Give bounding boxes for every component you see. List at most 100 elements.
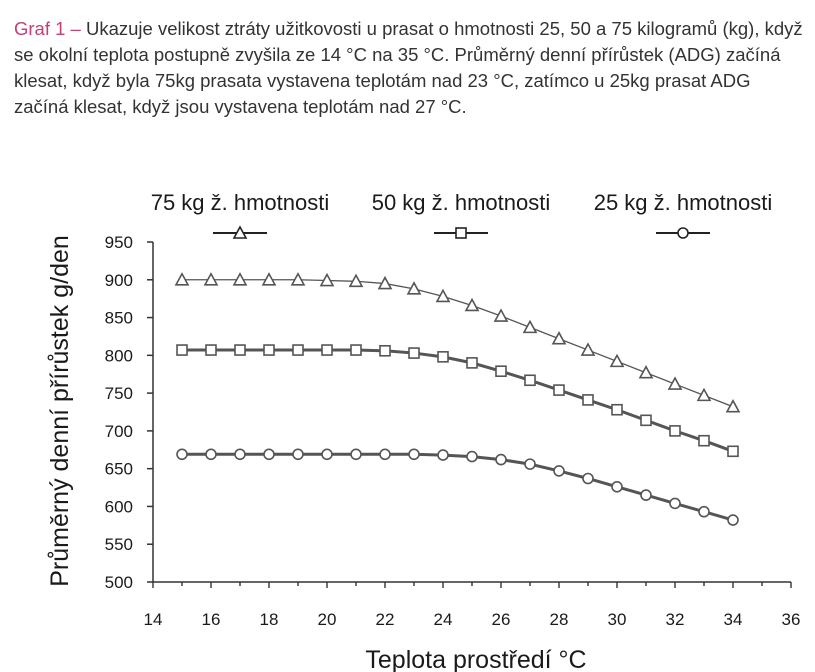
figure-caption-text: Ukazuje velikost ztráty užitkovosti u pr…	[14, 18, 803, 117]
series-line	[182, 279, 734, 408]
y-tick-label: 600	[105, 497, 133, 516]
data-point-square	[321, 344, 333, 356]
legend-marker-square	[455, 227, 467, 239]
series-circle	[176, 448, 739, 526]
data-point-square	[205, 344, 217, 356]
data-point-circle	[205, 448, 217, 461]
y-tick-label: 850	[105, 309, 133, 328]
series-triangle	[174, 272, 741, 413]
data-point-square	[176, 344, 188, 356]
data-point-triangle	[696, 387, 712, 402]
x-tick-label: 22	[376, 610, 395, 629]
x-tick-label: 18	[260, 610, 279, 629]
figure-caption-lead: Graf 1 –	[14, 18, 81, 39]
series-line	[182, 452, 734, 522]
data-point-circle	[263, 448, 275, 461]
data-point-circle	[292, 448, 304, 461]
data-point-circle	[379, 448, 391, 461]
x-tick-label: 20	[318, 610, 337, 629]
data-point-square	[611, 403, 623, 416]
data-point-square	[466, 357, 478, 369]
y-tick-label: 650	[105, 460, 133, 479]
series-line	[182, 348, 734, 453]
data-point-triangle	[725, 399, 741, 413]
y-tick-label: 900	[105, 271, 133, 290]
data-point-triangle	[319, 272, 335, 287]
x-tick-label: 24	[434, 610, 453, 629]
data-point-square	[727, 445, 739, 458]
x-axis-ticks: 14 16 18 20 22 24 26 28 30 32 34 36	[144, 582, 800, 629]
data-point-circle	[727, 514, 739, 526]
data-point-square	[234, 344, 246, 356]
data-point-triangle	[203, 272, 219, 286]
chart-axes: 500 550 600 650 700 750 800 850 900 950 14 16 18 20 2…	[105, 233, 801, 629]
figure-caption: Graf 1 – Ukazuje velikost ztráty užitkov…	[14, 16, 804, 120]
y-tick-label: 800	[105, 346, 133, 365]
data-point-triangle	[290, 272, 306, 286]
data-point-triangle	[493, 308, 509, 322]
data-point-circle	[437, 449, 449, 461]
x-axis-label: Teplota prostředí °C	[365, 646, 586, 672]
data-point-triangle	[580, 342, 596, 356]
x-tick-label: 32	[666, 610, 685, 629]
x-tick-label: 26	[492, 610, 511, 629]
data-point-circle	[611, 480, 623, 493]
data-point-circle	[582, 472, 594, 485]
x-tick-label: 30	[608, 610, 627, 629]
legend-label: 25 kg ž. hmotnosti	[594, 190, 773, 215]
data-point-triangle	[464, 297, 480, 312]
y-tick-label: 950	[105, 233, 133, 252]
y-tick-label: 500	[105, 573, 133, 592]
data-point-square	[292, 344, 304, 356]
data-point-triangle	[406, 281, 422, 295]
x-tick-label: 34	[724, 610, 743, 629]
data-point-square	[437, 351, 449, 363]
data-point-square	[495, 365, 507, 378]
x-tick-label: 14	[144, 610, 163, 629]
data-point-triangle	[261, 272, 277, 286]
data-point-circle	[640, 489, 652, 501]
data-point-square	[640, 414, 652, 427]
data-point-circle	[669, 497, 681, 510]
data-point-triangle	[609, 353, 625, 368]
data-point-circle	[408, 448, 420, 461]
data-point-circle	[698, 505, 710, 518]
y-tick-label: 550	[105, 535, 133, 554]
data-point-square	[379, 344, 391, 357]
data-point-triangle	[174, 272, 190, 286]
data-point-square	[350, 344, 362, 356]
data-point-circle	[234, 448, 246, 461]
y-tick-label: 700	[105, 422, 133, 441]
data-point-square	[553, 384, 565, 396]
data-point-triangle	[232, 272, 248, 286]
data-point-square	[669, 425, 681, 437]
data-point-circle	[321, 448, 333, 461]
y-axis-ticks: 500 550 600 650 700 750 800 850 900 950	[105, 233, 153, 592]
data-point-triangle	[551, 331, 567, 345]
series-square	[176, 344, 739, 458]
legend-label: 50 kg ž. hmotnosti	[372, 190, 551, 215]
data-point-circle	[176, 448, 188, 461]
data-point-triangle	[377, 275, 393, 290]
data-point-circle	[553, 465, 565, 477]
data-point-triangle	[667, 376, 683, 390]
data-point-square	[582, 394, 594, 406]
data-point-triangle	[638, 365, 654, 379]
data-point-circle	[350, 448, 362, 461]
data-point-square	[524, 374, 536, 387]
legend-marker-circle	[677, 227, 689, 239]
data-point-circle	[524, 458, 536, 470]
data-point-square	[698, 434, 710, 447]
y-axis-label: Průměrný denní přírůstek g/den	[46, 235, 74, 587]
legend-label: 75 kg ž. hmotnosti	[151, 190, 330, 215]
data-point-square	[408, 347, 420, 359]
data-point-square	[263, 344, 275, 356]
x-tick-label: 28	[550, 610, 569, 629]
plot-area	[174, 272, 741, 526]
data-point-triangle	[348, 273, 364, 288]
data-point-triangle	[435, 288, 451, 303]
data-point-circle	[495, 453, 507, 466]
y-tick-label: 750	[105, 384, 133, 403]
data-point-circle	[466, 450, 478, 463]
